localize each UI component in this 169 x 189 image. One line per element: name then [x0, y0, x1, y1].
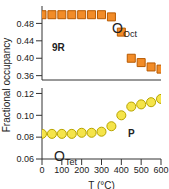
svg-text:T (°C): T (°C) [88, 180, 115, 189]
svg-text:0.44: 0.44 [16, 36, 34, 46]
svg-text:0.12: 0.12 [16, 89, 34, 99]
svg-text:300: 300 [94, 165, 109, 175]
svg-text:0.10: 0.10 [16, 111, 34, 121]
html-text:Fractional occupancy: Fractional occupancy [0, 37, 12, 133]
svg-text:200: 200 [74, 165, 89, 175]
html-text:OTet: OTet [54, 148, 77, 167]
svg-text:100: 100 [54, 165, 69, 175]
svg-text:0.08: 0.08 [16, 132, 34, 142]
svg-text:0.40: 0.40 [16, 53, 34, 63]
html-text:P: P [128, 128, 135, 139]
svg-text:0.36: 0.36 [16, 71, 34, 81]
svg-text:0.48: 0.48 [16, 19, 34, 29]
svg-text:600: 600 [153, 165, 161, 175]
svg-text:0: 0 [39, 165, 44, 175]
svg-text:400: 400 [114, 165, 129, 175]
html-text:OOct: OOct [112, 20, 137, 39]
svg-text:500: 500 [134, 165, 149, 175]
svg-text:0.06: 0.06 [16, 154, 34, 164]
html-text:9R: 9R [52, 42, 65, 53]
